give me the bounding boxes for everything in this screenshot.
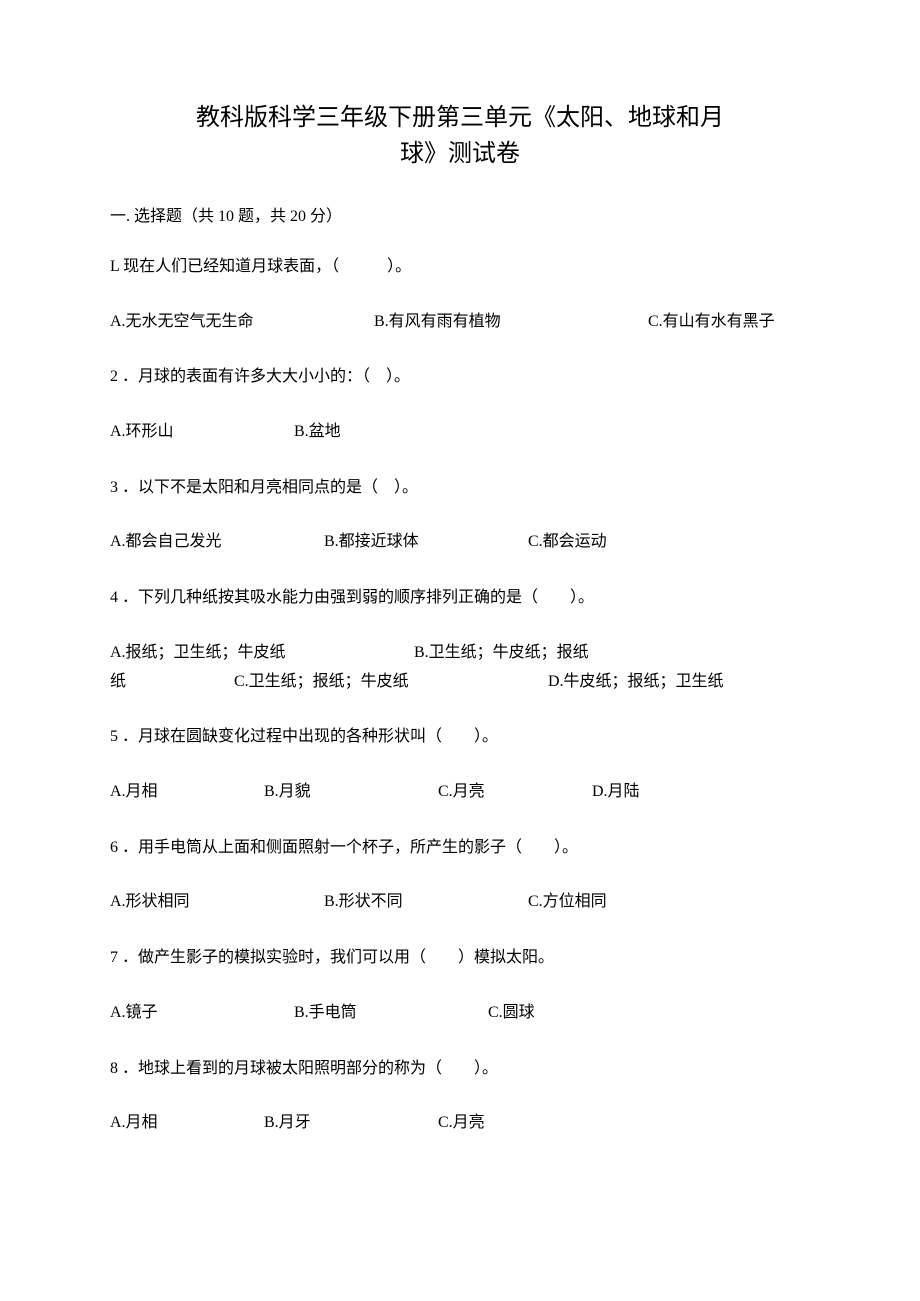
q5-option-b: B.月貌 (264, 778, 434, 807)
question-3: 3 ．以下不是太阳和月亮相同点的是（ ）。 A.都会自己发光 B.都接近球体 C… (110, 475, 810, 557)
question-2-text: 2 ．月球的表面有许多大大小小的：（ ）。 (110, 364, 810, 390)
q4-filler: 纸 (110, 668, 140, 697)
question-8-text: 8 ．地球上看到的月球被太阳照明部分的称为（ ）。 (110, 1056, 810, 1082)
question-6-options: A.形状相同 B.形状不同 C.方位相同 (110, 888, 810, 917)
question-7-text: 7 ．做产生影子的模拟实验时，我们可以用（ ）模拟太阳。 (110, 945, 810, 971)
question-7-options: A.镜子 B.手电筒 C.圆球 (110, 999, 810, 1028)
q7-option-a: A.镜子 (110, 999, 290, 1028)
question-6: 6 ．用手电筒从上面和侧面照射一个杯子，所产生的影子（ ）。 A.形状相同 B.… (110, 835, 810, 917)
q8-option-c: C.月亮 (438, 1109, 485, 1138)
q3-option-c: C.都会运动 (528, 528, 607, 557)
question-6-text: 6 ．用手电筒从上面和侧面照射一个杯子，所产生的影子（ ）。 (110, 835, 810, 861)
section-header: 一. 选择题（共 10 题，共 20 分） (110, 202, 810, 226)
q5-option-c: C.月亮 (438, 778, 588, 807)
q4-option-a: A.报纸；卫生纸；牛皮纸 (110, 639, 410, 668)
q6-option-c: C.方位相同 (528, 888, 607, 917)
question-1-text: L 现在人们已经知道月球表面，（ ）。 (110, 254, 810, 280)
q6-option-a: A.形状相同 (110, 888, 320, 917)
q2-option-b: B.盆地 (294, 418, 341, 447)
question-5: 5 ．月球在圆缺变化过程中出现的各种形状叫（ ）。 A.月相 B.月貌 C.月亮… (110, 724, 810, 806)
q2-option-a: A.环形山 (110, 418, 290, 447)
q1-option-c: C.有山有水有黑子 (648, 308, 775, 337)
q4-option-c: C.卫生纸；报纸；牛皮纸 (234, 668, 544, 697)
q4-option-d: D.牛皮纸；报纸；卫生纸 (548, 668, 724, 697)
question-4-text: 4 ．下列几种纸按其吸水能力由强到弱的顺序排列正确的是（ ）。 (110, 585, 810, 611)
question-3-text: 3 ．以下不是太阳和月亮相同点的是（ ）。 (110, 475, 810, 501)
q8-option-a: A.月相 (110, 1109, 260, 1138)
q3-option-b: B.都接近球体 (324, 528, 524, 557)
question-5-options: A.月相 B.月貌 C.月亮 D.月陆 (110, 778, 810, 807)
q5-option-a: A.月相 (110, 778, 260, 807)
question-7: 7 ．做产生影子的模拟实验时，我们可以用（ ）模拟太阳。 A.镜子 B.手电筒 … (110, 945, 810, 1027)
title-line-2: 球》测试卷 (400, 141, 520, 167)
q1-option-a: A.无水无空气无生命 (110, 308, 370, 337)
q8-option-b: B.月牙 (264, 1109, 434, 1138)
question-2: 2 ．月球的表面有许多大大小小的：（ ）。 A.环形山 B.盆地 (110, 364, 810, 446)
q6-option-b: B.形状不同 (324, 888, 524, 917)
question-1-options: A.无水无空气无生命 B.有风有雨有植物 C.有山有水有黑子 (110, 308, 810, 337)
question-8-options: A.月相 B.月牙 C.月亮 (110, 1109, 810, 1138)
question-2-options: A.环形山 B.盆地 (110, 418, 810, 447)
question-4-options: A.报纸；卫生纸；牛皮纸 B.卫生纸；牛皮纸；报纸 纸 C.卫生纸；报纸；牛皮纸… (110, 639, 810, 697)
question-4: 4 ．下列几种纸按其吸水能力由强到弱的顺序排列正确的是（ ）。 A.报纸；卫生纸… (110, 585, 810, 696)
question-1: L 现在人们已经知道月球表面，（ ）。 A.无水无空气无生命 B.有风有雨有植物… (110, 254, 810, 336)
q7-option-c: C.圆球 (488, 999, 535, 1028)
q3-option-a: A.都会自己发光 (110, 528, 320, 557)
question-3-options: A.都会自己发光 B.都接近球体 C.都会运动 (110, 528, 810, 557)
q5-option-d: D.月陆 (592, 778, 640, 807)
q4-option-b: B.卫生纸；牛皮纸；报纸 (414, 639, 589, 668)
question-5-text: 5 ．月球在圆缺变化过程中出现的各种形状叫（ ）。 (110, 724, 810, 750)
q7-option-b: B.手电筒 (294, 999, 484, 1028)
title-line-1: 教科版科学三年级下册第三单元《太阳、地球和月 (196, 105, 724, 131)
page-title: 教科版科学三年级下册第三单元《太阳、地球和月 球》测试卷 (110, 100, 810, 172)
q1-option-b: B.有风有雨有植物 (374, 308, 644, 337)
question-8: 8 ．地球上看到的月球被太阳照明部分的称为（ ）。 A.月相 B.月牙 C.月亮 (110, 1056, 810, 1138)
